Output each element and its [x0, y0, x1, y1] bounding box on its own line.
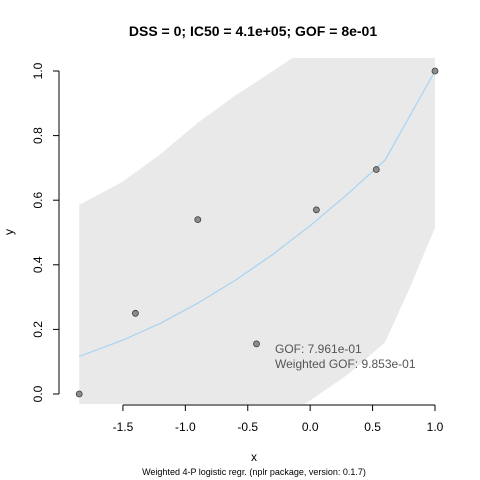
x-tick-label: -1.0 — [175, 420, 196, 434]
chart-title: DSS = 0; IC50 = 4.1e+05; GOF = 8e-01 — [129, 23, 377, 39]
y-axis-label: y — [2, 229, 16, 235]
y-tick-label: 0.8 — [31, 127, 45, 144]
y-tick-label: 0.2 — [31, 321, 45, 338]
weighted-gof-annotation: Weighted GOF: 9.853e-01 — [275, 357, 416, 371]
data-point — [195, 217, 201, 223]
y-tick-label: 1.0 — [31, 62, 45, 79]
x-tick-label: -1.5 — [113, 420, 134, 434]
gof-annotation: GOF: 7.961e-01 — [275, 342, 362, 356]
x-tick-label: 0.0 — [302, 420, 319, 434]
x-axis-label: x — [251, 450, 257, 464]
data-point — [254, 341, 260, 347]
data-point — [373, 167, 379, 173]
y-axis: 0.0 0.2 0.4 0.6 0.8 1.0 — [31, 62, 59, 402]
data-point — [132, 310, 138, 316]
y-tick-label: 0.0 — [31, 385, 45, 402]
data-point — [313, 207, 319, 213]
band-layer — [79, 0, 435, 480]
confidence-band — [79, 0, 435, 480]
x-tick-label: 0.5 — [364, 420, 381, 434]
data-point — [76, 391, 82, 397]
y-tick-label: 0.6 — [31, 192, 45, 209]
x-axis: -1.5 -1.0 -0.5 0.0 0.5 1.0 — [113, 405, 444, 434]
x-tick-label: -0.5 — [237, 420, 258, 434]
y-tick-label: 0.4 — [31, 256, 45, 273]
data-point — [432, 68, 438, 74]
x-tick-label: 1.0 — [427, 420, 444, 434]
chart-caption: Weighted 4-P logistic regr. (nplr packag… — [142, 467, 366, 477]
